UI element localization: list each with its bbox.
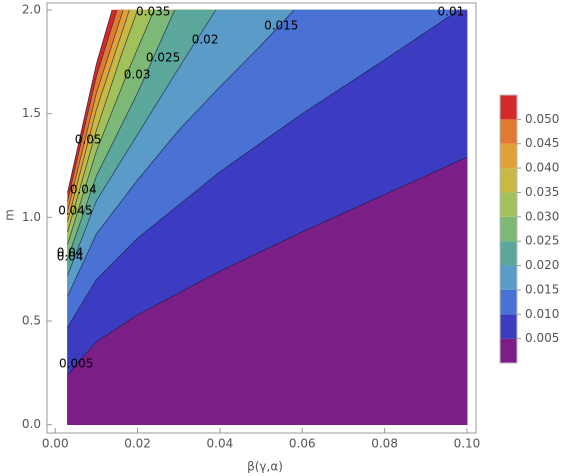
x-tick-label: 0.08 — [371, 437, 398, 451]
contour-line — [67, 9, 113, 193]
contour-label: 0.02 — [192, 33, 219, 47]
contour-line — [67, 9, 175, 259]
colorbar-tick-label: 0.010 — [525, 307, 559, 321]
colorbar-frame — [499, 94, 518, 364]
contour-line — [67, 9, 130, 222]
x-tick-label: 0.10 — [454, 437, 481, 451]
colorbar-tick-label: 0.040 — [525, 161, 559, 175]
contour-label: 0.05 — [75, 133, 102, 147]
contour-line — [67, 9, 124, 212]
y-tick-label: 0.0 — [22, 417, 41, 431]
colorbar-tick-label: 0.015 — [525, 282, 559, 296]
colorbar-tick-label: 0.035 — [525, 185, 559, 199]
y-tick-label: 2.0 — [22, 3, 41, 17]
x-tick-label: 0.00 — [42, 437, 69, 451]
colorbar-band — [500, 265, 517, 290]
plot-frame — [46, 2, 477, 434]
colorbar-tick-label: 0.045 — [525, 136, 559, 150]
contour-label: 0.04 — [57, 245, 84, 259]
colorbar-band — [500, 95, 517, 120]
contour-label: 0.045 — [58, 203, 92, 217]
colorbar-band — [500, 168, 517, 193]
x-tick-label: 0.06 — [289, 437, 316, 451]
contour-label: 0.04 — [57, 249, 84, 263]
contour-label: 0.025 — [146, 50, 180, 64]
y-tick-label: 0.5 — [22, 314, 41, 328]
colorbar-tick-label: 0.025 — [525, 234, 559, 248]
x-tick-label: 0.02 — [124, 437, 151, 451]
colorbar-band — [500, 338, 517, 363]
colorbar-tick-label: 0.005 — [525, 331, 559, 345]
contour-line — [67, 9, 118, 201]
contour-label: 0.03 — [124, 67, 151, 81]
contour-lines — [67, 9, 468, 376]
contour-line — [67, 9, 459, 328]
y-tick-label: 1.0 — [22, 210, 41, 224]
contour-line — [67, 9, 138, 233]
colorbar-band — [500, 216, 517, 242]
y-tick-label: 1.5 — [22, 106, 41, 120]
x-axis-label: β(γ,α) — [247, 460, 283, 474]
colorbar-band — [500, 192, 517, 217]
y-axis-label: m — [3, 209, 17, 221]
colorbar-band — [500, 241, 517, 266]
contour-label: 0.015 — [264, 19, 298, 33]
colorbar-band — [500, 314, 517, 339]
colorbar-tick-label: 0.050 — [525, 112, 559, 126]
colorbar-tick-label: 0.020 — [525, 258, 559, 272]
colorbar-tick-label: 0.030 — [525, 209, 559, 223]
contour-line — [67, 9, 155, 245]
contour-label: 0.005 — [59, 356, 93, 370]
plot-fills — [67, 9, 468, 425]
contour-line — [67, 156, 468, 376]
colorbar-band — [500, 143, 517, 169]
contour-label: 0.04 — [70, 182, 97, 196]
contour-line — [67, 9, 217, 276]
x-tick-label: 0.04 — [207, 437, 234, 451]
contour-label: 0.01 — [438, 5, 465, 19]
contour-label: 0.035 — [136, 5, 170, 19]
contour-line — [67, 9, 295, 297]
colorbar-band — [500, 119, 517, 144]
colorbar-band — [500, 289, 517, 315]
